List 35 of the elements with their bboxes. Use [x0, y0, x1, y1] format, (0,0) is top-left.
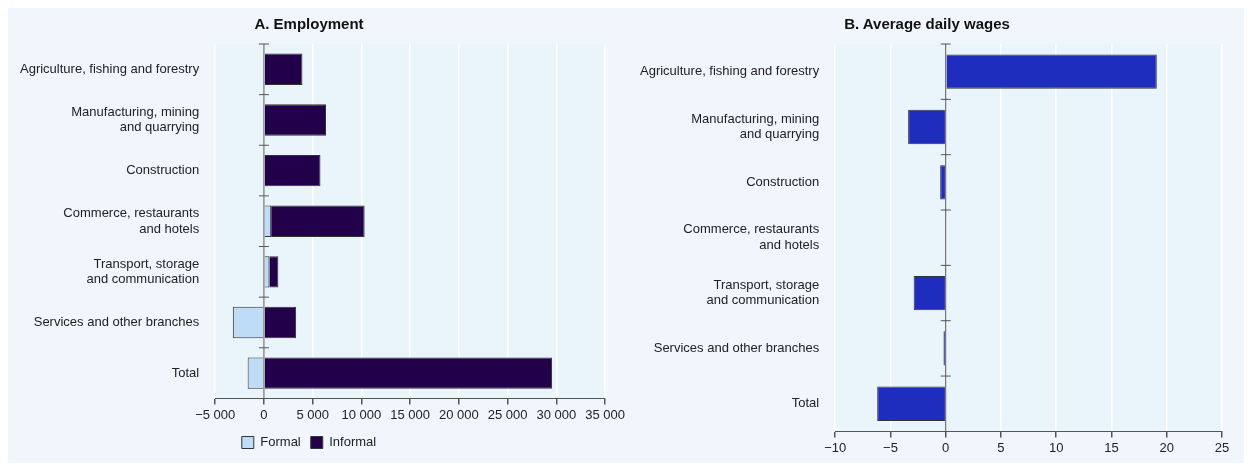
y-tick-label: Transport, storage and communication [86, 255, 200, 287]
y-tick-label: Transport, storage and communication [706, 276, 820, 308]
x-tick-label: −10 [824, 439, 847, 455]
y-tick-label: Total [791, 395, 820, 411]
x-tick-label: 10 000 [341, 406, 382, 422]
y-tick-label: Services and other branches [653, 339, 820, 355]
x-tick-label: 25 000 [487, 406, 528, 422]
chart-title: A. Employment [254, 15, 364, 33]
y-tick-label: Agriculture, fishing and forestry [19, 60, 200, 76]
legend-label: Informal [329, 434, 377, 450]
x-tick-label: 25 [1214, 439, 1230, 455]
y-tick-label: Total [171, 364, 200, 380]
x-tick-label: 5 000 [296, 406, 329, 422]
y-tick-label: Commerce, restaurants and hotels [683, 221, 820, 253]
x-tick-label: 5 [997, 439, 1005, 455]
x-tick-label: 30 000 [536, 406, 577, 422]
x-tick-label: 15 [1104, 439, 1119, 455]
y-tick-label: Construction [746, 173, 820, 189]
y-tick-label: Commerce, restaurants and hotels [63, 204, 200, 236]
chart-title: B. Average daily wages [844, 15, 1010, 33]
y-tick-label: Manufacturing, mining and quarrying [691, 110, 820, 142]
x-tick-label: 20 000 [439, 406, 479, 422]
legend-label: Formal [260, 434, 301, 450]
x-tick-label: −5 000 [195, 406, 236, 422]
x-tick-label: 0 [942, 439, 950, 455]
x-tick-label: −5 [883, 439, 898, 455]
x-tick-label: 15 000 [390, 406, 431, 422]
y-tick-label: Services and other branches [33, 314, 200, 330]
x-tick-label: 10 [1048, 439, 1064, 455]
y-tick-label: Agriculture, fishing and forestry [639, 63, 820, 79]
y-tick-label: Construction [126, 162, 200, 178]
x-tick-label: 20 [1159, 439, 1174, 455]
x-tick-label: 0 [260, 406, 268, 422]
y-tick-label: Manufacturing, mining and quarrying [71, 103, 200, 135]
x-tick-label: 35 000 [585, 406, 625, 422]
